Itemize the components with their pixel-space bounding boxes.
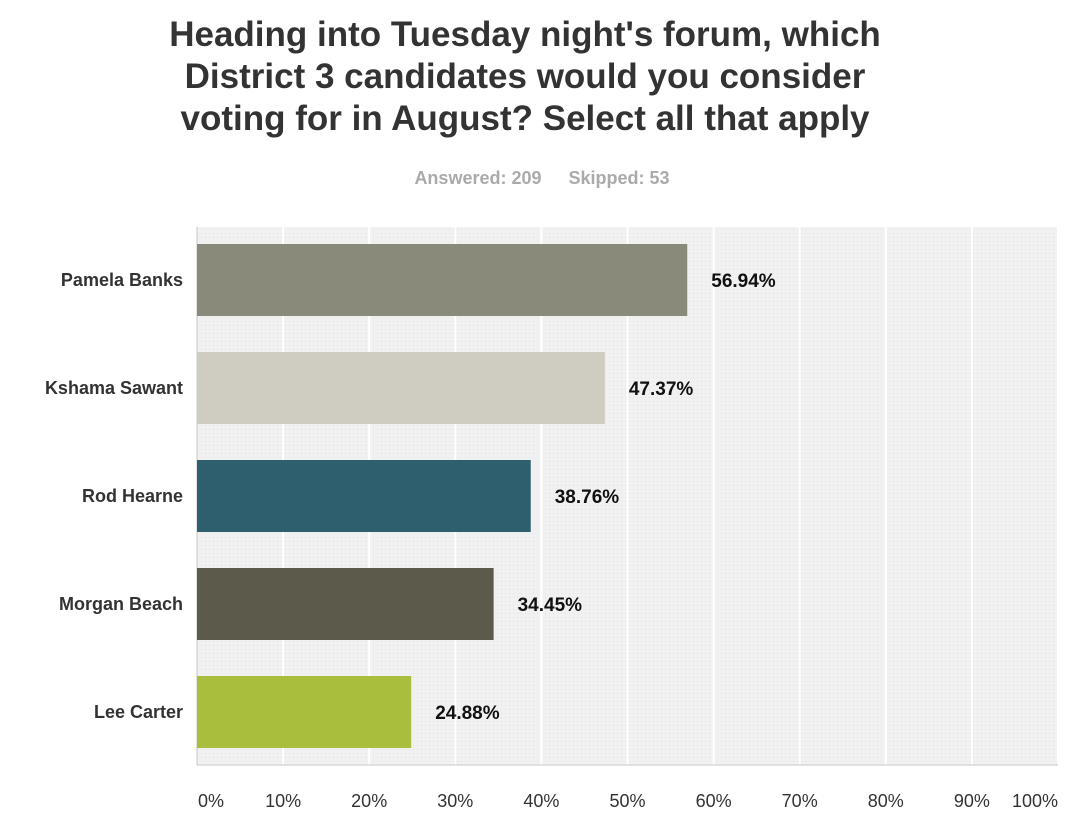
x-tick-label: 90% <box>954 791 990 811</box>
x-tick-label: 80% <box>868 791 904 811</box>
response-stats: Answered: 209 Skipped: 53 <box>0 168 1084 189</box>
category-label: Rod Hearne <box>82 486 183 506</box>
value-label: 56.94% <box>711 271 776 292</box>
x-tick-label: 40% <box>523 791 559 811</box>
value-labels: 56.94% 47.37% 38.76% 34.45% 24.88% <box>435 271 776 724</box>
x-tick-label: 60% <box>696 791 732 811</box>
answered-count: Answered: 209 <box>414 168 542 188</box>
value-label: 34.45% <box>518 595 583 616</box>
bars <box>197 244 688 748</box>
x-tick-label: 0% <box>198 791 224 811</box>
value-label: 47.37% <box>629 379 694 400</box>
x-tick-label: 10% <box>265 791 301 811</box>
bar <box>197 244 688 316</box>
bar <box>197 352 605 424</box>
x-tick-label: 20% <box>351 791 387 811</box>
bar <box>197 568 494 640</box>
chart-title: Heading into Tuesday night's forum, whic… <box>169 15 881 138</box>
category-labels: Pamela Banks Kshama Sawant Rod Hearne Morga… <box>45 270 183 722</box>
bar <box>197 460 531 532</box>
category-label: Morgan Beach <box>59 594 183 614</box>
category-label: Pamela Banks <box>61 270 183 290</box>
x-tick-label: 70% <box>782 791 818 811</box>
category-label: Lee Carter <box>94 702 183 722</box>
skipped-count: Skipped: 53 <box>568 168 670 188</box>
bar <box>197 676 412 748</box>
x-tick-label: 50% <box>609 791 645 811</box>
x-tick-labels: 0% 10% 20% 30% 40% 50% 60% 70% 80% 90% 100% <box>198 791 1058 811</box>
value-label: 38.76% <box>555 487 620 508</box>
x-tick-label: 30% <box>437 791 473 811</box>
category-label: Kshama Sawant <box>45 378 183 398</box>
value-label: 24.88% <box>435 703 500 724</box>
x-tick-label: 100% <box>1012 791 1058 811</box>
